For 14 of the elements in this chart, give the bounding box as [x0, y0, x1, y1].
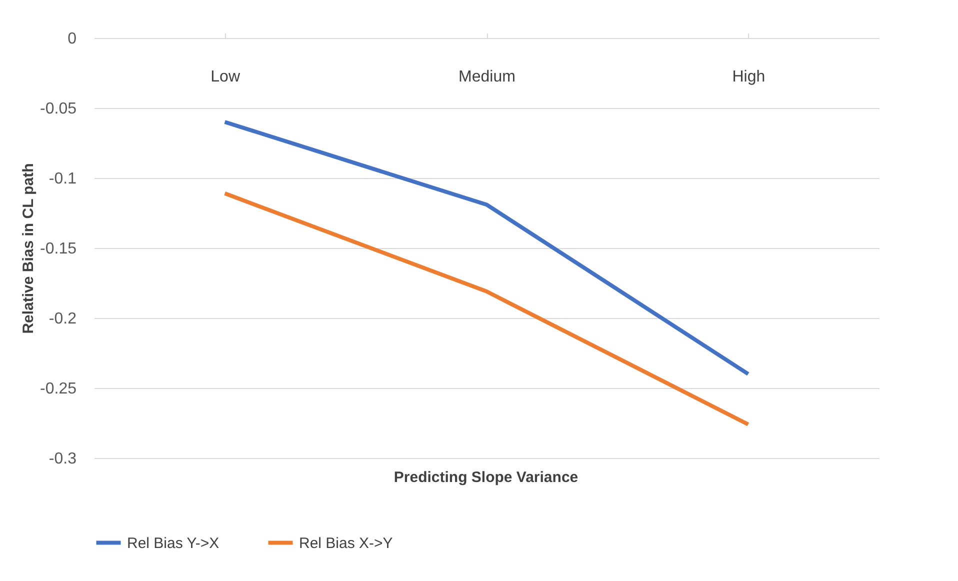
legend-label: Rel Bias X->Y [299, 534, 393, 552]
x-tick-label: Medium [458, 68, 516, 86]
y-tick-label: -0.1 [48, 170, 77, 188]
x-tick-label: High [732, 68, 766, 86]
y-tick-label: -0.15 [40, 240, 77, 258]
y-tick-label: -0.25 [40, 380, 77, 398]
y-tick-label: -0.3 [48, 450, 77, 468]
y-tick-label: -0.2 [48, 310, 77, 328]
x-tick-label: Low [210, 68, 240, 86]
y-tick-label: -0.05 [40, 100, 77, 118]
legend-label: Rel Bias Y->X [127, 534, 220, 552]
y-axis-title: Relative Bias in CL path [20, 163, 38, 334]
y-tick-label: 0 [68, 30, 77, 48]
x-axis-title: Predicting Slope Variance [394, 469, 578, 486]
